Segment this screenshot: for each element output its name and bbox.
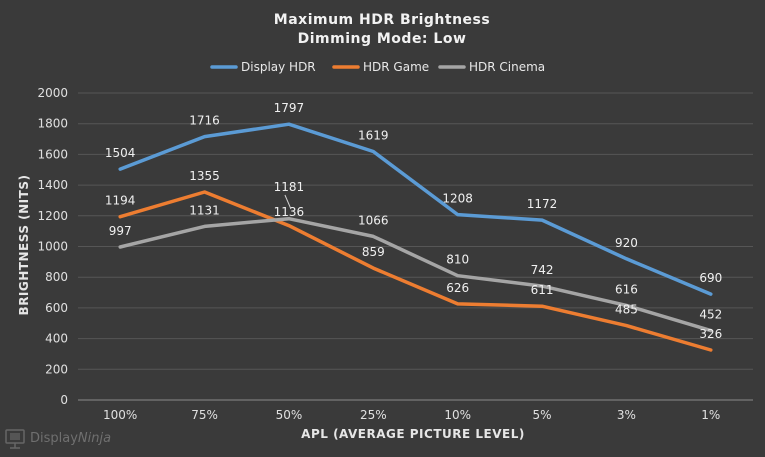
x-tick-label: 100% xyxy=(103,408,137,422)
legend-item-0: Display HDR xyxy=(210,60,316,74)
data-label: 1355 xyxy=(189,169,220,183)
y-axis-label: BRIGHTNESS (NITS) xyxy=(17,175,31,316)
chart-subtitle: Dimming Mode: Low xyxy=(298,31,467,47)
data-label: 1181 xyxy=(274,180,305,194)
chart-title: Maximum HDR Brightness xyxy=(274,12,490,28)
y-axis-ticks: 0 200 400 600 800 1000 1200 1400 1600 1800 2000 xyxy=(37,86,68,407)
y-tick-label: 1200 xyxy=(37,209,68,223)
series-line-0 xyxy=(118,122,713,296)
svg-text:DisplayNinja: DisplayNinja xyxy=(30,431,111,446)
series-line-1 xyxy=(118,190,713,352)
data-label: 1797 xyxy=(274,101,305,115)
x-tick-label: 75% xyxy=(191,408,218,422)
watermark-brand-part2: Ninja xyxy=(78,431,111,446)
watermark: DisplayNinja xyxy=(5,429,111,449)
data-label: 742 xyxy=(531,263,554,277)
data-label: 1716 xyxy=(189,114,220,128)
data-label: 1208 xyxy=(442,192,473,206)
data-label: 810 xyxy=(446,253,469,267)
y-tick-label: 0 xyxy=(60,393,68,407)
y-tick-label: 600 xyxy=(45,301,68,315)
data-label: 920 xyxy=(615,236,638,250)
legend: Display HDR HDR Game HDR Cinema xyxy=(210,60,545,74)
data-label: 859 xyxy=(362,245,385,259)
y-tick-label: 400 xyxy=(45,332,68,346)
data-label: 1172 xyxy=(527,197,558,211)
data-label: 326 xyxy=(699,327,722,341)
data-labels: 1504 1716 1797 1619 1208 1172 920 690 1194 1355 11… xyxy=(105,101,722,341)
monitor-logo-icon xyxy=(5,429,25,449)
data-label: 1136 xyxy=(274,205,305,219)
y-tick-label: 2000 xyxy=(37,86,68,100)
legend-label: Display HDR xyxy=(241,60,316,74)
y-tick-label: 1600 xyxy=(37,147,68,161)
series-lines xyxy=(118,122,713,352)
x-tick-label: 50% xyxy=(276,408,303,422)
x-axis-ticks: 100% 75% 50% 25% 10% 5% 3% 1% xyxy=(103,408,720,422)
data-label: 1504 xyxy=(105,146,136,160)
data-label: 626 xyxy=(446,281,469,295)
data-label: 616 xyxy=(615,282,638,296)
x-tick-label: 1% xyxy=(701,408,720,422)
legend-item-1: HDR Game xyxy=(332,60,429,74)
x-tick-label: 10% xyxy=(444,408,471,422)
data-label: 1194 xyxy=(105,194,136,208)
data-label: 997 xyxy=(109,224,132,238)
data-label: 1131 xyxy=(189,203,220,217)
legend-item-2: HDR Cinema xyxy=(438,60,545,74)
y-tick-label: 1400 xyxy=(37,178,68,192)
data-label: 1619 xyxy=(358,128,389,142)
gridlines xyxy=(78,92,753,401)
series-line-2 xyxy=(118,216,713,333)
data-label: 1066 xyxy=(358,213,389,227)
data-label: 452 xyxy=(699,308,722,322)
y-tick-label: 800 xyxy=(45,270,68,284)
data-label: 690 xyxy=(699,271,722,285)
y-tick-label: 200 xyxy=(45,362,68,376)
x-axis-label: APL (AVERAGE PICTURE LEVEL) xyxy=(301,427,525,441)
legend-label: HDR Game xyxy=(363,60,429,74)
x-tick-label: 5% xyxy=(533,408,552,422)
y-tick-label: 1800 xyxy=(37,117,68,131)
label-leader-line xyxy=(284,194,292,210)
x-tick-label: 25% xyxy=(360,408,387,422)
y-tick-label: 1000 xyxy=(37,240,68,254)
x-tick-label: 3% xyxy=(617,408,636,422)
data-label: 611 xyxy=(531,283,554,297)
data-label: 485 xyxy=(615,303,638,317)
legend-label: HDR Cinema xyxy=(469,60,545,74)
watermark-brand-part1: Display xyxy=(30,431,78,446)
